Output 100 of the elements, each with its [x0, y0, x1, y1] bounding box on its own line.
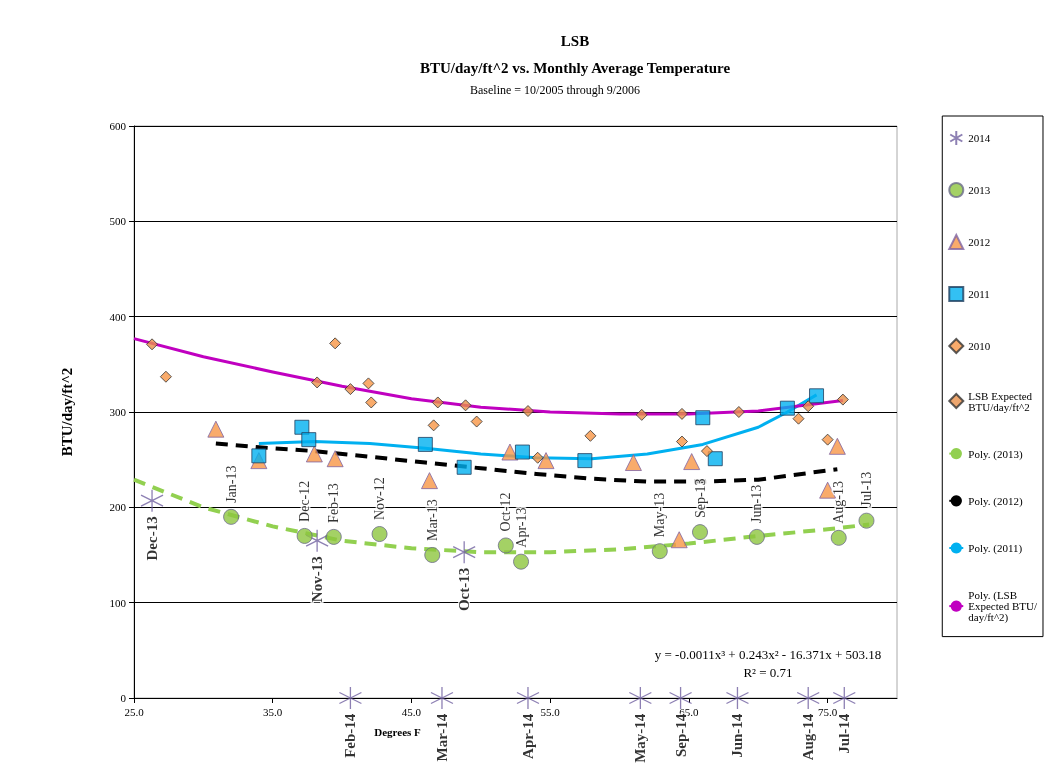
point: [695, 410, 711, 426]
x-tick-label: 55.0: [540, 705, 561, 718]
data-label: Feb-14: [342, 713, 359, 758]
point: [792, 412, 805, 425]
data-label: Sep-13: [692, 478, 708, 519]
point: [514, 444, 530, 460]
chart-title: LSB: [560, 32, 590, 49]
point: [802, 400, 815, 413]
point: [365, 396, 378, 409]
point: [513, 553, 530, 570]
point: [296, 527, 313, 544]
legend-label: Poly. (LSB Expected BTU/day/ft^2): [968, 589, 1038, 625]
point: [431, 396, 444, 409]
point: [362, 377, 375, 390]
data-label: Apr-13: [513, 507, 529, 548]
data-label: Dec-12: [297, 480, 313, 522]
point: [809, 388, 825, 404]
legend-label: Poly. (2011): [968, 542, 1023, 555]
point: [624, 454, 642, 472]
legend-label: Poly. (2013): [968, 447, 1023, 461]
x-tick-label: 75.0: [818, 705, 838, 718]
data-label: Mar-14: [433, 713, 450, 762]
data-label: Jun-13: [749, 484, 765, 523]
data-label: Mar-13: [424, 499, 440, 541]
point: [692, 524, 709, 541]
point: [828, 437, 846, 455]
x-tick-label: 25.0: [124, 705, 145, 718]
point: [521, 405, 534, 418]
point: [371, 526, 388, 543]
data-label: Nov-13: [309, 556, 326, 603]
data-label: Aug-14: [800, 713, 817, 761]
legend-label: LSB Expected BTU/day/ft^2: [968, 389, 1035, 413]
point: [675, 435, 688, 448]
point: [700, 445, 713, 458]
chart-subtitle: BTU/day/ft^2 vs. Monthly Average Temperature: [419, 59, 731, 76]
point: [501, 443, 519, 461]
point: [537, 452, 555, 470]
point: [417, 436, 433, 452]
point: [830, 529, 847, 546]
point: [159, 370, 172, 383]
point: [207, 420, 225, 438]
point: [311, 376, 324, 389]
x-axis-title: Degrees F: [374, 725, 422, 738]
point: [651, 543, 668, 560]
point: [223, 508, 240, 525]
data-label: Oct-13: [456, 567, 473, 612]
data-label: Nov-12: [372, 477, 388, 521]
text: Baseline = 10/2005 through 9/2006: [470, 83, 641, 97]
point: [748, 528, 765, 545]
y-tick-label: 600: [109, 120, 127, 132]
point: [294, 419, 310, 435]
y-tick-label: 500: [109, 215, 127, 228]
point: [251, 448, 267, 464]
point: [459, 399, 472, 412]
point: [146, 338, 159, 351]
legend-label: 2011: [968, 288, 990, 300]
data-label: Jul-13: [858, 471, 874, 507]
data-label: Jun-14: [729, 713, 746, 758]
y-tick-label: 100: [109, 596, 127, 609]
point: [707, 451, 723, 467]
data-label: Aug-13: [831, 481, 847, 524]
point: [670, 531, 688, 549]
point: [683, 453, 701, 471]
point: [531, 451, 544, 464]
y-tick-label: 300: [109, 406, 127, 418]
data-label: Jul-14: [836, 713, 853, 754]
point: [821, 433, 834, 446]
legend-label: 2014: [968, 132, 991, 144]
data-label: Apr-14: [519, 713, 536, 759]
point: [424, 547, 441, 563]
legend-label: 2010: [968, 340, 991, 352]
annotation: y = -0.0011x³ + 0.243x² - 16.371x + 503.18: [654, 647, 882, 662]
legend-label: 2013: [968, 184, 991, 196]
point: [301, 432, 317, 448]
point: [635, 408, 648, 421]
y-tick-label: 0: [120, 692, 127, 704]
point: [427, 419, 440, 432]
point: [836, 393, 849, 406]
data-label: Sep-14: [672, 713, 689, 757]
x-tick-label: 35.0: [263, 705, 283, 718]
point: [732, 406, 745, 418]
data-label: May-13: [652, 492, 668, 538]
data-label: Dec-13: [144, 516, 161, 561]
x-tick-label: 45.0: [401, 705, 422, 718]
annotation: R² = 0.71: [743, 665, 793, 680]
point: [329, 337, 342, 350]
point: [420, 472, 438, 490]
point: [305, 445, 323, 463]
data-label: Oct-12: [498, 492, 514, 532]
point: [344, 383, 357, 396]
y-axis-title: BTU/day/ft^2: [58, 367, 75, 457]
point: [497, 537, 514, 554]
point: [577, 453, 593, 469]
y-tick-label: 400: [109, 310, 127, 323]
point: [470, 415, 483, 428]
data-label: Feb-13: [326, 483, 342, 523]
legend-label: 2012: [968, 236, 991, 248]
point: [326, 450, 344, 468]
data-label: Jan-13: [223, 465, 239, 503]
y-tick-label: 200: [109, 501, 127, 514]
